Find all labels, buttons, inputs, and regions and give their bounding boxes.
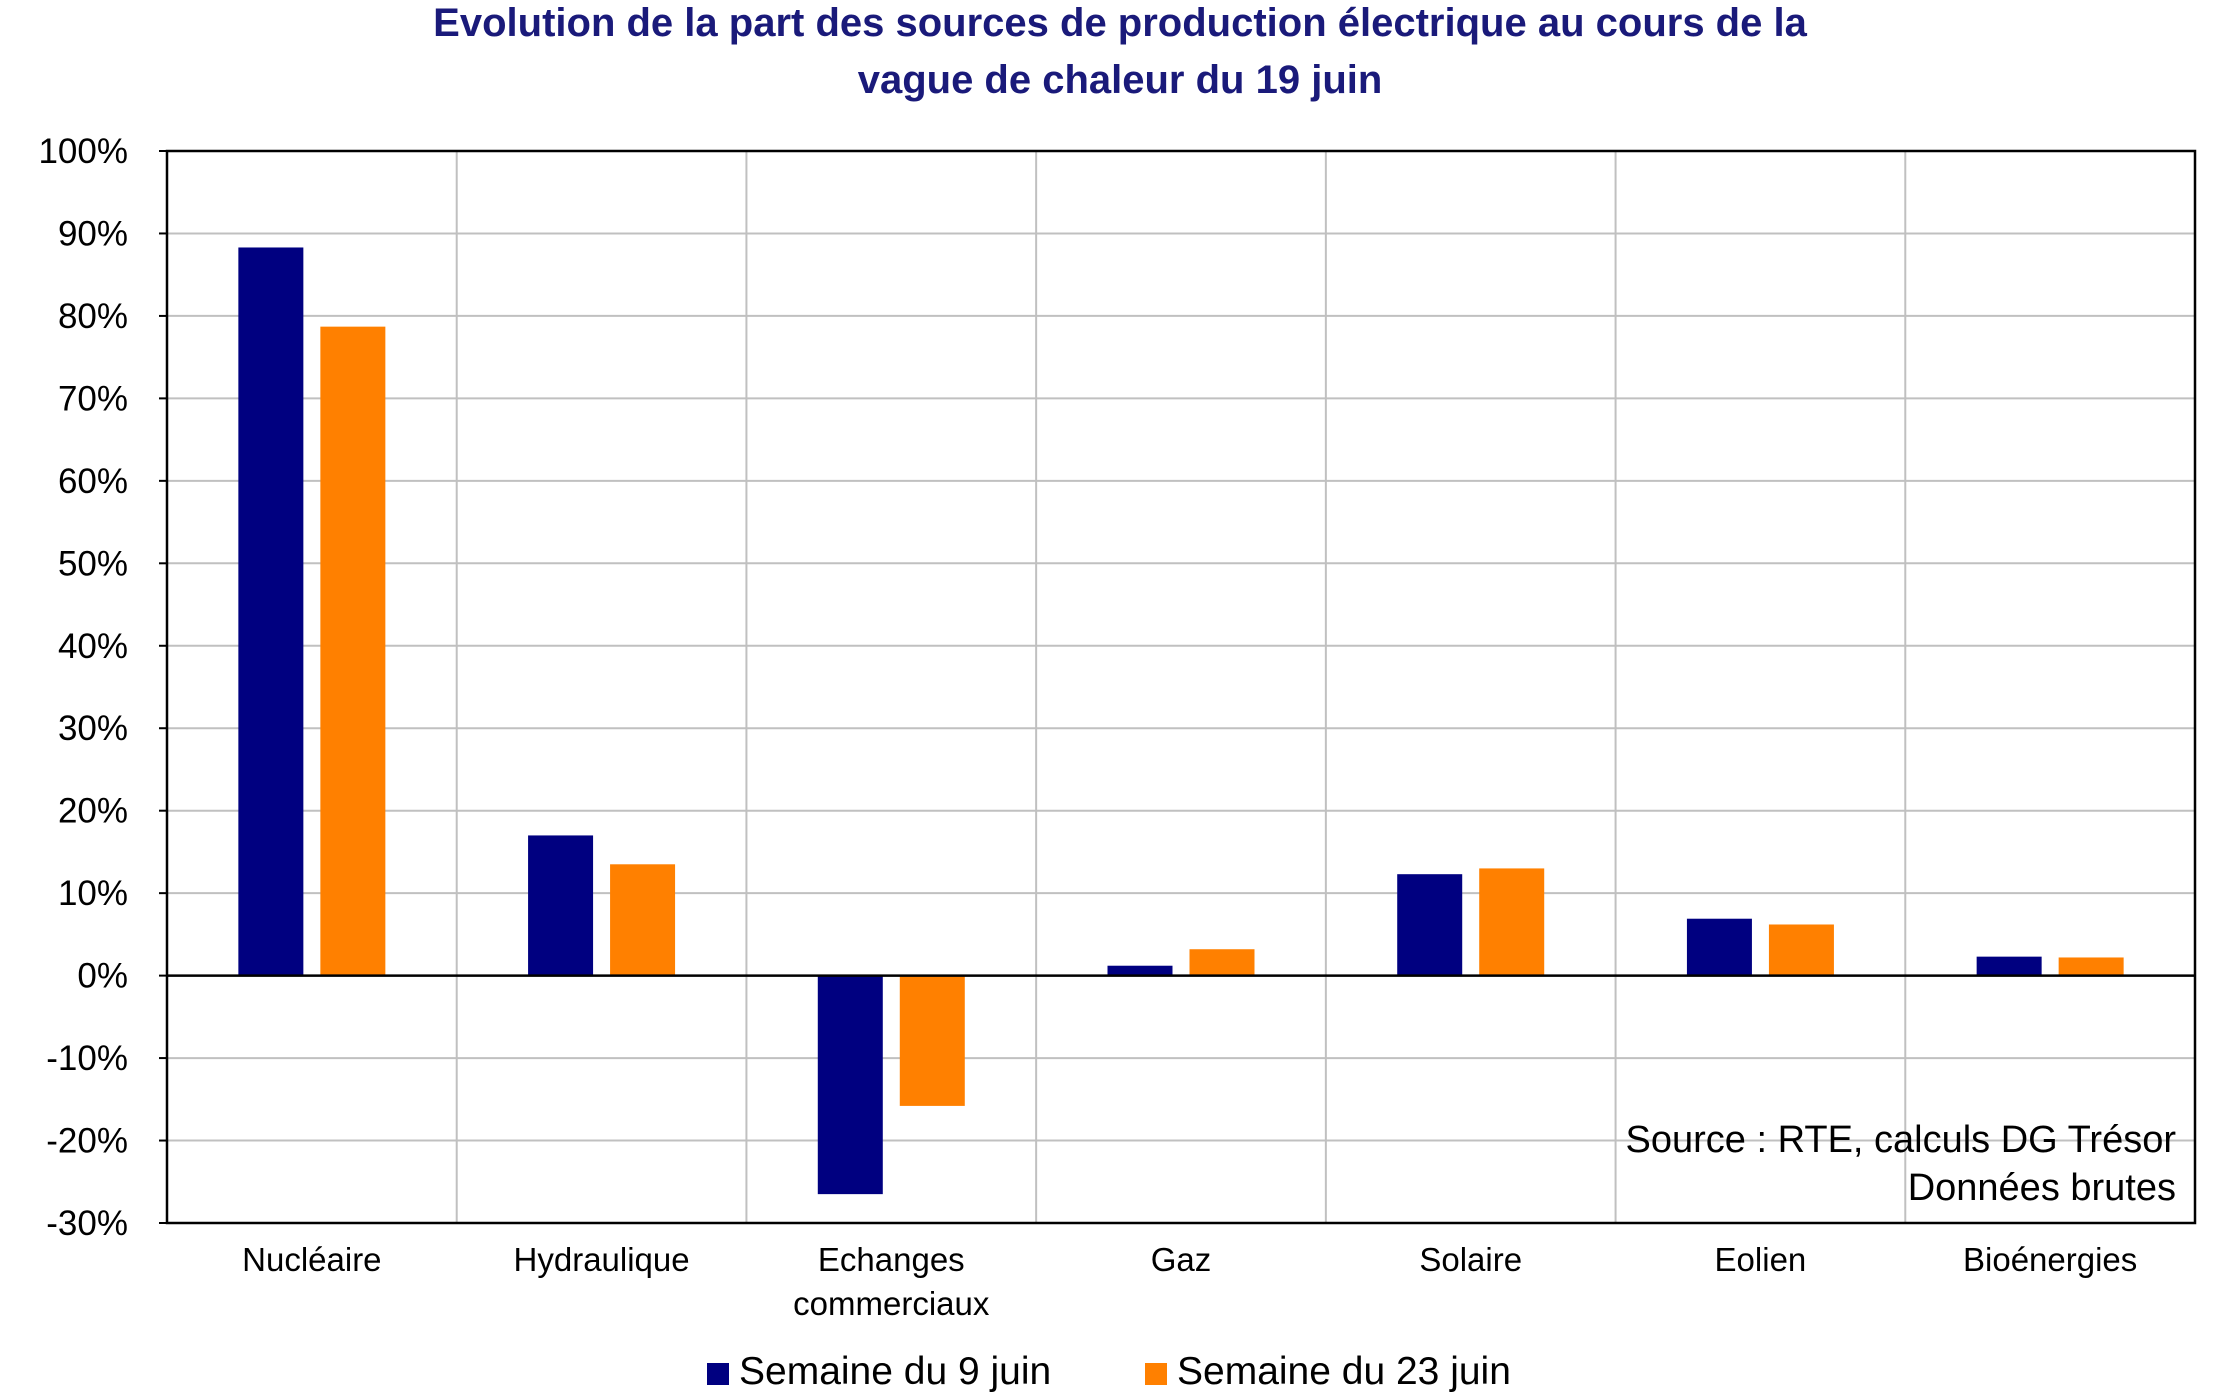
y-tick-label-6: 30%: [58, 709, 128, 748]
bar-series-1-cat-5: [1768, 924, 1834, 976]
y-tick-label-7: 40%: [58, 627, 128, 666]
legend-label-semaine-23-juin: Semaine du 23 juin: [1177, 1350, 1511, 1392]
y-tick-label-5: 20%: [58, 792, 128, 831]
bar-series-1-cat-4: [1479, 868, 1545, 976]
chart-title-line-1: Evolution de la part des sources de prod…: [433, 1, 1807, 45]
data-note-text: Données brutes: [1908, 1167, 2176, 1209]
x-category-label-1-0: Hydraulique: [514, 1241, 690, 1278]
bar-series-0-cat-0: [238, 247, 304, 976]
x-axis-categories: Nucléaire Hydraulique Echanges commerciaux G…: [242, 1241, 2137, 1322]
bar-series-1-cat-6: [2058, 957, 2124, 976]
y-tick-label-8: 50%: [58, 544, 128, 583]
y-tick-label-11: 80%: [58, 297, 128, 336]
y-tick-label-13: 100%: [38, 132, 128, 171]
bars: [238, 247, 2124, 1195]
x-category-label-5-0: Eolien: [1715, 1241, 1807, 1278]
y-tick-label-12: 90%: [58, 214, 128, 253]
legend-swatch-semaine-9-juin: [707, 1363, 729, 1385]
y-tick-label-4: 10%: [58, 874, 128, 913]
bar-series-0-cat-3: [1107, 965, 1173, 976]
bar-series-0-cat-1: [528, 835, 594, 976]
legend: Semaine du 9 juin Semaine du 23 juin: [707, 1350, 1511, 1392]
axes: [159, 149, 2197, 1225]
bar-series-0-cat-6: [1976, 956, 2042, 976]
x-category-label-2-0: Echanges: [818, 1241, 965, 1278]
bar-series-1-cat-0: [320, 326, 386, 976]
bar-series-0-cat-4: [1397, 874, 1463, 976]
y-tick-label-3: 0%: [77, 957, 128, 996]
bar-series-1-cat-1: [610, 864, 676, 976]
legend-label-semaine-9-juin: Semaine du 9 juin: [739, 1350, 1051, 1392]
x-category-label-6-0: Bioénergies: [1963, 1241, 2137, 1278]
bar-series-0-cat-2: [817, 975, 883, 1195]
chart-title-line-2: vague de chaleur du 19 juin: [858, 58, 1383, 102]
x-category-label-0-0: Nucléaire: [242, 1241, 381, 1278]
source-text: Source : RTE, calculs DG Trésor: [1626, 1119, 2177, 1161]
plot-border: [165, 149, 2197, 1225]
gridlines: [167, 150, 2195, 1224]
x-category-label-4-0: Solaire: [1419, 1241, 1522, 1278]
chart-title: Evolution de la part des sources de prod…: [433, 1, 1807, 102]
y-axis-ticks: -30% -20% -10% 0% 10% 20% 30% 40% 50% 60% 70% 80% 90…: [38, 132, 128, 1243]
source-annotation: Source : RTE, calculs DG Trésor Données …: [1626, 1119, 2177, 1209]
y-tick-label-0: -30%: [46, 1204, 128, 1243]
y-tick-label-10: 70%: [58, 379, 128, 418]
y-tick-label-9: 60%: [58, 462, 128, 501]
bar-series-1-cat-2: [899, 975, 965, 1106]
y-tick-label-1: -20%: [46, 1122, 128, 1161]
bar-series-1-cat-3: [1189, 949, 1255, 976]
x-category-label-3-0: Gaz: [1151, 1241, 1212, 1278]
x-category-label-2-1: commerciaux: [793, 1285, 990, 1322]
y-tick-label-2: -10%: [46, 1039, 128, 1078]
bar-series-0-cat-5: [1686, 918, 1752, 976]
legend-swatch-semaine-23-juin: [1145, 1363, 1167, 1385]
